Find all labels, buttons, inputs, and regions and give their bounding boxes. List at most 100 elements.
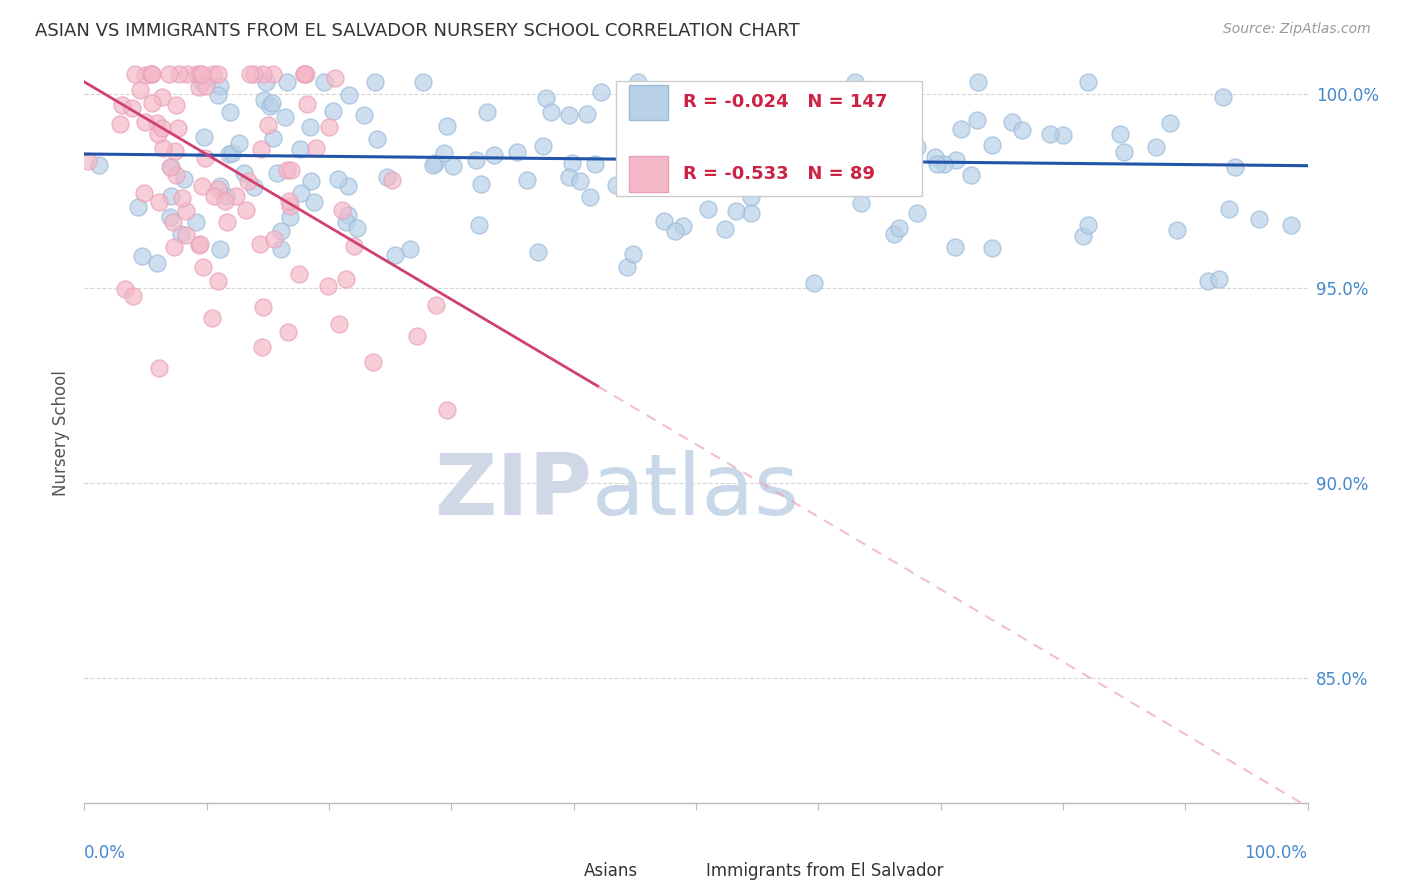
FancyBboxPatch shape: [672, 859, 699, 883]
Point: [945, 153, 967, 167]
Point: [145, 116, 167, 130]
Point: [207, 67, 229, 81]
Point: [337, 208, 360, 222]
Point: [381, 173, 404, 187]
Point: [208, 178, 231, 193]
Point: [262, 130, 284, 145]
Point: [114, 282, 136, 296]
Point: [77, 154, 100, 169]
Point: [159, 210, 181, 224]
Point: [1108, 127, 1130, 141]
Point: [111, 97, 134, 112]
Point: [274, 110, 297, 124]
Point: [219, 105, 242, 120]
Point: [250, 340, 273, 354]
Point: [214, 194, 236, 208]
Point: [201, 310, 224, 325]
Point: [188, 67, 211, 81]
Point: [141, 67, 163, 81]
Point: [252, 300, 274, 314]
Point: [652, 214, 675, 228]
Point: [966, 75, 988, 89]
Point: [425, 298, 447, 312]
Point: [924, 150, 946, 164]
Point: [292, 67, 315, 81]
Point: [162, 215, 184, 229]
Point: [288, 267, 311, 281]
Point: [243, 180, 266, 194]
Point: [278, 194, 301, 208]
Point: [950, 122, 973, 136]
Point: [299, 174, 322, 188]
Point: [194, 152, 217, 166]
Point: [605, 178, 627, 193]
Point: [436, 402, 458, 417]
Point: [725, 203, 748, 218]
Point: [159, 160, 181, 174]
Point: [235, 203, 257, 218]
Point: [778, 161, 800, 176]
Point: [756, 114, 779, 128]
Point: [294, 67, 316, 81]
Point: [534, 91, 557, 105]
Point: [254, 75, 277, 89]
Point: [441, 159, 464, 173]
Point: [278, 198, 301, 212]
Point: [851, 195, 873, 210]
Point: [740, 190, 762, 204]
Point: [259, 99, 281, 113]
Point: [160, 188, 183, 202]
Point: [141, 95, 163, 110]
Point: [131, 248, 153, 262]
Point: [1166, 223, 1188, 237]
Point: [335, 272, 357, 286]
Point: [506, 145, 529, 159]
Point: [422, 158, 444, 172]
Point: [890, 175, 912, 189]
Text: 0.0%: 0.0%: [84, 844, 127, 862]
Point: [515, 173, 537, 187]
Point: [343, 238, 366, 252]
Point: [87, 158, 110, 172]
Point: [718, 112, 741, 127]
Point: [295, 97, 318, 112]
Point: [304, 194, 326, 209]
Point: [1208, 271, 1230, 285]
Point: [467, 218, 489, 232]
Point: [1218, 202, 1240, 216]
Point: [290, 186, 312, 201]
FancyBboxPatch shape: [628, 156, 668, 192]
Point: [943, 240, 966, 254]
Point: [298, 120, 321, 135]
Point: [253, 93, 276, 107]
Point: [465, 153, 488, 168]
Point: [170, 191, 193, 205]
Point: [905, 140, 928, 154]
Point: [966, 112, 988, 127]
Point: [146, 255, 169, 269]
Point: [1279, 218, 1302, 232]
Text: 100.0%: 100.0%: [1244, 844, 1308, 862]
Point: [1249, 211, 1271, 226]
Point: [844, 75, 866, 89]
Point: [262, 95, 284, 110]
Point: [686, 98, 709, 112]
Point: [1159, 116, 1181, 130]
Point: [121, 101, 143, 115]
Point: [330, 202, 353, 217]
Point: [139, 67, 162, 81]
Point: [318, 120, 340, 134]
Point: [820, 144, 842, 158]
Point: [146, 128, 169, 142]
Point: [292, 67, 315, 81]
Point: [209, 242, 232, 256]
Text: atlas: atlas: [592, 450, 800, 533]
Point: [1144, 140, 1167, 154]
Point: [1077, 75, 1099, 89]
Point: [353, 108, 375, 122]
Point: [591, 86, 613, 100]
Point: [713, 221, 735, 235]
Point: [1114, 145, 1136, 159]
Point: [470, 177, 492, 191]
Point: [335, 215, 357, 229]
